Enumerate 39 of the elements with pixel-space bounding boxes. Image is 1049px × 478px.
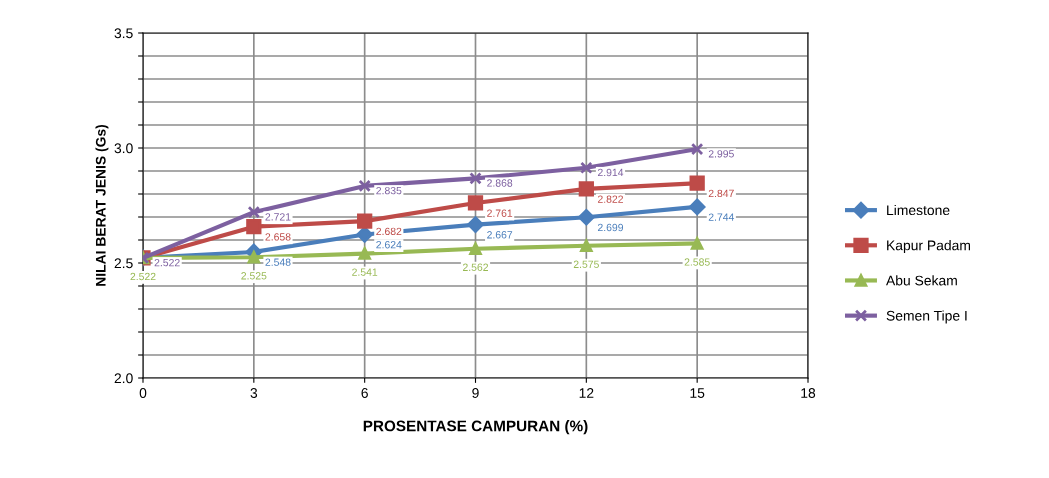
legend-label: Kapur Padam — [887, 240, 970, 254]
y-tick-label: 3.5 — [114, 28, 133, 39]
data-label: 2.822 — [597, 195, 623, 203]
data-label: 2.995 — [708, 150, 734, 158]
x-tick-label: 6 — [361, 388, 368, 398]
data-label: 2.667 — [487, 231, 513, 239]
data-label: 2.522 — [154, 258, 180, 267]
y-axis-title: NILAI BERAT JENIS (Gs) — [95, 124, 109, 286]
data-label: 2.541 — [352, 268, 378, 276]
x-tick-label: 12 — [579, 388, 594, 398]
data-label: 2.847 — [708, 189, 734, 198]
y-tick-label: 2.5 — [114, 258, 133, 269]
data-label: 2.548 — [265, 258, 291, 266]
legend-label: Abu Sekam — [886, 275, 957, 286]
data-label: 2.575 — [573, 260, 599, 268]
data-label: 2.835 — [376, 186, 402, 195]
data-label: 2.721 — [265, 213, 291, 221]
legend-label: Limestone — [887, 204, 950, 216]
x-tick-label: 9 — [472, 388, 479, 398]
y-tick-label: 3.0 — [114, 143, 133, 154]
data-label: 2.761 — [487, 209, 513, 217]
data-label: 2.585 — [684, 258, 710, 266]
data-label: 2.682 — [376, 227, 402, 236]
data-label: 2.868 — [487, 179, 513, 187]
data-label: 2.624 — [376, 241, 402, 249]
x-tick-label: 18 — [801, 388, 816, 398]
legend-label: Semen Tipe I — [886, 310, 967, 324]
data-label: 2.658 — [265, 233, 291, 241]
x-tick-label: 3 — [250, 388, 258, 398]
y-tick-label: 2.0 — [114, 373, 133, 384]
data-label: 2.699 — [597, 223, 624, 232]
data-label: 2.525 — [241, 272, 267, 280]
x-tick-label: 15 — [690, 388, 705, 398]
data-label: 2.562 — [462, 263, 489, 271]
data-label: 2.744 — [708, 213, 735, 221]
x-axis-title: PROSENTASE CAMPURAN (%) — [363, 420, 588, 435]
data-label: 2.914 — [597, 168, 624, 177]
x-tick-label: 0 — [139, 388, 147, 398]
data-label: 2.522 — [130, 272, 156, 281]
